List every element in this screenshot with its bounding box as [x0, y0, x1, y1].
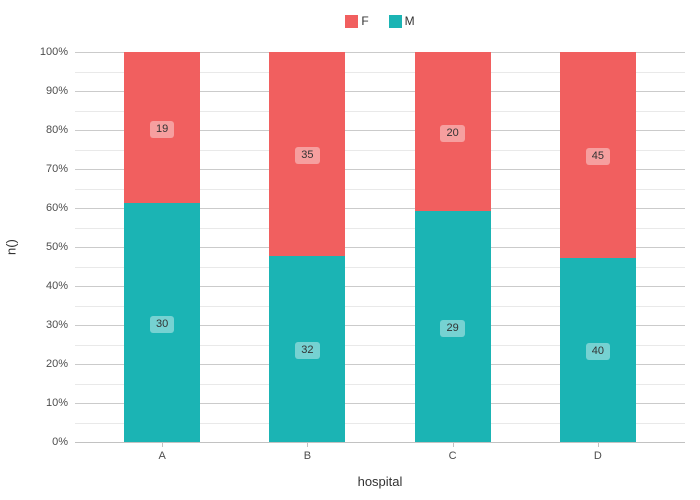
gridline-major: [75, 91, 685, 92]
x-tick: [452, 443, 454, 447]
y-tick-label: 40%: [45, 280, 68, 292]
y-tick-label: 100%: [39, 46, 68, 58]
value-label-text: 45: [585, 148, 610, 166]
legend-label: M: [404, 14, 415, 28]
value-label-text: 29: [440, 319, 465, 337]
y-tick-label: 70%: [45, 163, 68, 175]
gridline-minor: [75, 110, 685, 112]
gridline-minor: [75, 344, 685, 346]
value-label-m: 32: [269, 340, 345, 359]
x-tick-label: D: [593, 450, 602, 462]
bar-segment-m: [414, 211, 491, 442]
y-tick-label: 0%: [52, 436, 68, 448]
gridline-minor: [75, 149, 685, 151]
value-label-text: 32: [295, 341, 320, 359]
value-label-m: 40: [560, 341, 636, 361]
x-tick-label: A: [158, 450, 166, 462]
bar-segment-m: [124, 203, 201, 442]
value-label-text: 35: [295, 146, 320, 164]
y-tick-label: 30%: [45, 319, 68, 331]
x-tick: [307, 443, 309, 447]
gridline-minor: [75, 266, 685, 268]
gridline-major: [75, 364, 685, 365]
gridline-minor: [75, 227, 685, 229]
value-label-text: 40: [585, 343, 610, 361]
bar-segment-f: [269, 52, 346, 256]
gridline-major: [75, 286, 685, 287]
y-tick-label: 10%: [45, 397, 68, 409]
bar-segment-f: [559, 52, 636, 259]
y-tick-label: 50%: [45, 241, 68, 253]
gridline-major: [75, 169, 685, 170]
gridline-minor: [75, 188, 685, 190]
gridline-minor: [75, 422, 685, 424]
value-label-text: 30: [150, 315, 175, 333]
legend-item-m: M: [388, 14, 415, 28]
value-label-f: 35: [269, 145, 345, 164]
x-axis-line: [75, 442, 685, 443]
x-tick-label: B: [303, 450, 312, 462]
y-tick-label: 90%: [45, 85, 68, 97]
y-tick-label: 60%: [45, 202, 68, 214]
gridline-major: [75, 52, 685, 53]
value-label-text: 19: [150, 120, 175, 138]
value-label-f: 20: [415, 123, 491, 142]
bar-segment-f: [124, 52, 201, 204]
gridline-minor: [75, 71, 685, 73]
gridline-major: [75, 130, 685, 131]
gridline-minor: [75, 305, 685, 307]
legend-swatch-icon: [345, 14, 359, 28]
legend-item-f: F: [345, 14, 369, 28]
legend-swatch-icon: [388, 14, 402, 28]
x-axis-title: hospital: [357, 474, 403, 489]
value-label-text: 20: [440, 124, 465, 142]
y-tick-label: 80%: [45, 124, 68, 136]
y-tick-label: 20%: [45, 358, 68, 370]
gridline-major: [75, 325, 685, 326]
x-tick: [162, 443, 164, 447]
gridline-major: [75, 247, 685, 248]
gridline-major: [75, 403, 685, 404]
x-tick: [597, 443, 599, 447]
gridline-minor: [75, 383, 685, 385]
value-label-f: 45: [560, 146, 636, 166]
gridline-major: [75, 208, 685, 209]
value-label-m: 30: [124, 314, 200, 333]
legend-label: F: [361, 14, 369, 28]
bar-segment-m: [269, 255, 346, 442]
bar-segment-f: [414, 52, 491, 212]
x-tick-label: C: [448, 450, 457, 462]
value-label-f: 19: [124, 119, 200, 138]
bar-segment-m: [559, 258, 636, 442]
value-label-m: 29: [415, 318, 491, 337]
